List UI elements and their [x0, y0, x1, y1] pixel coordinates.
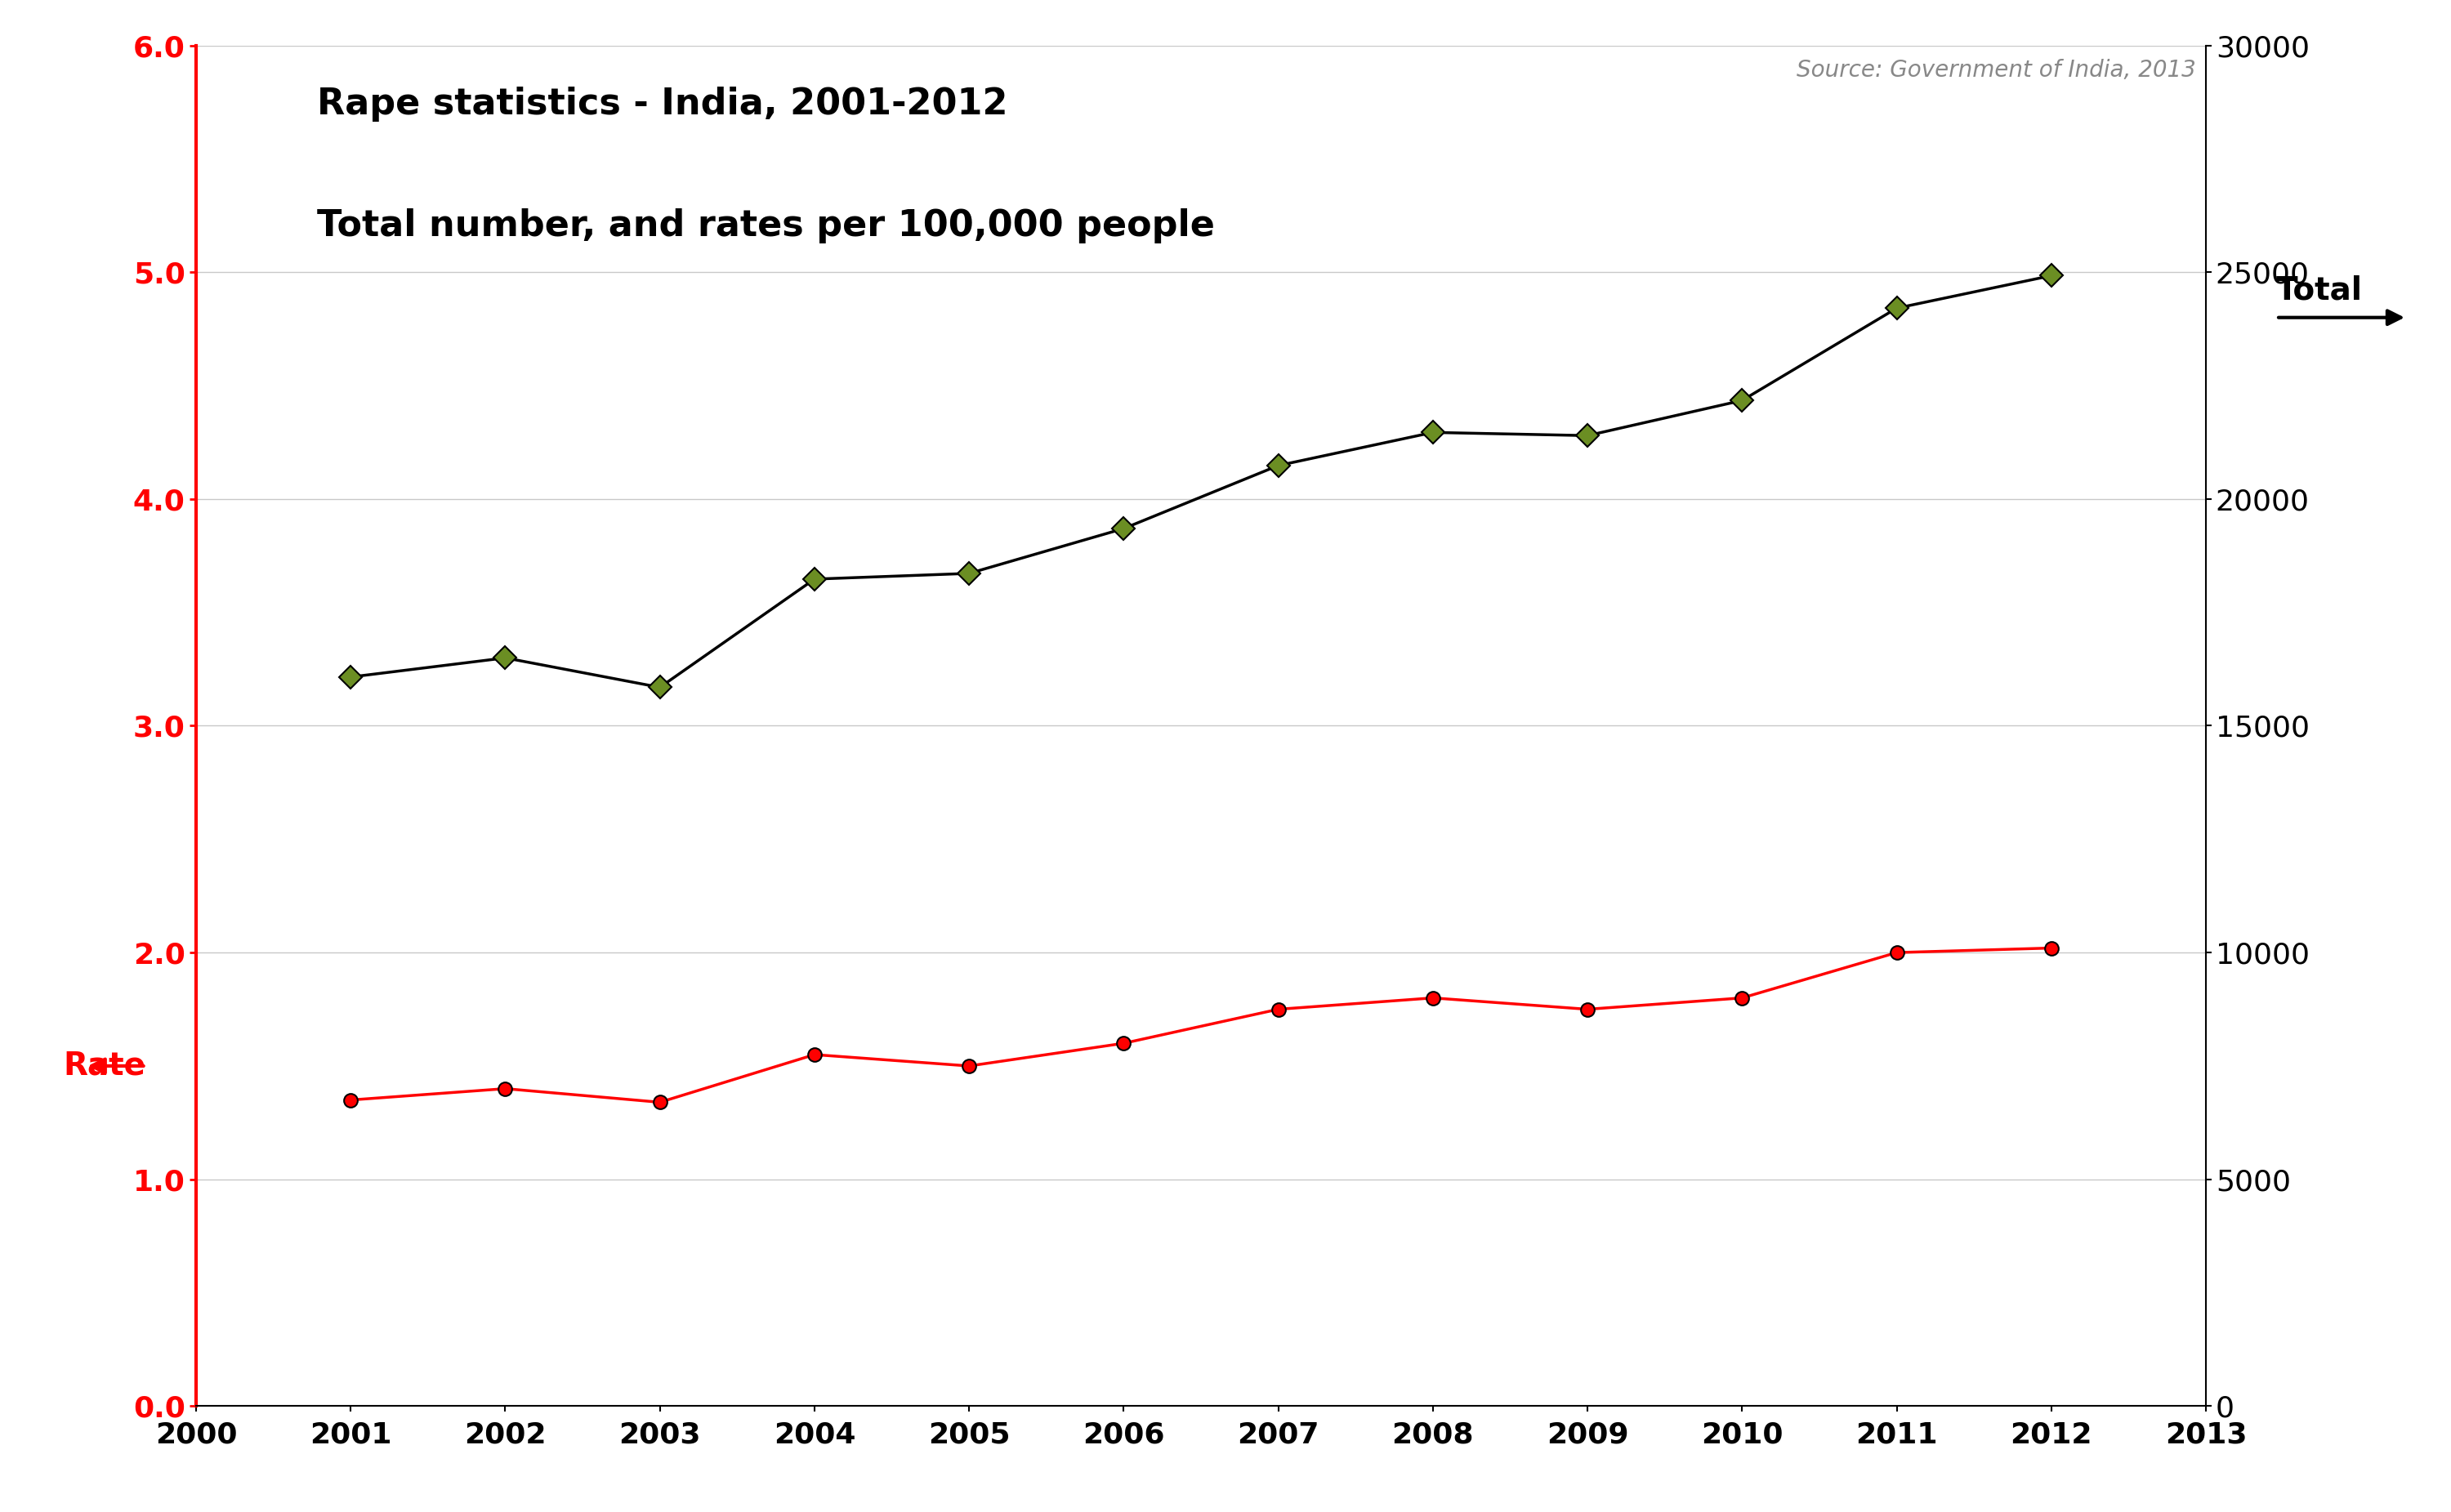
Text: Rate: Rate	[64, 1051, 147, 1081]
Text: Rape statistics - India, 2001-2012: Rape statistics - India, 2001-2012	[316, 86, 1007, 121]
Text: Source: Government of India, 2013: Source: Government of India, 2013	[1797, 59, 2196, 82]
Text: Total number, and rates per 100,000 people: Total number, and rates per 100,000 peop…	[316, 209, 1213, 243]
Text: Total: Total	[2277, 275, 2363, 305]
